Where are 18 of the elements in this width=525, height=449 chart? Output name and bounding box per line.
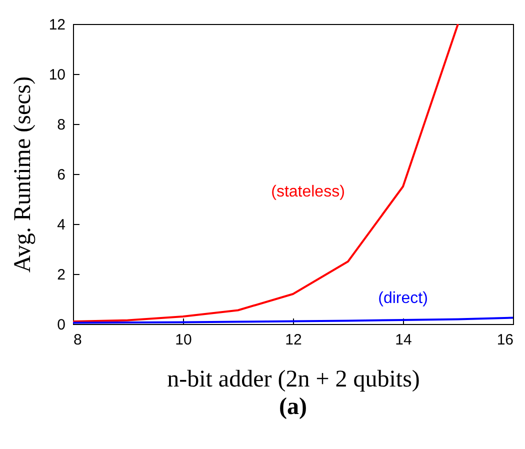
x-tick-label: 16 (496, 332, 514, 348)
x-tick-label: 10 (175, 332, 192, 348)
y-tick-label: 12 (48, 16, 66, 34)
y-axis-title: Avg. Runtime (secs) (10, 76, 36, 273)
y-tick-label: 2 (57, 266, 66, 284)
y-tick-label: 4 (57, 216, 66, 234)
y-tick-label: 10 (48, 66, 66, 84)
y-tick-label: 6 (57, 166, 66, 184)
y-tick-label: 0 (57, 316, 66, 334)
y-tick-label: 8 (57, 116, 66, 134)
x-tick-label: 8 (74, 332, 82, 348)
x-tick-label: 12 (285, 332, 302, 348)
series-label: (direct) (378, 290, 428, 307)
x-tick-label: 14 (395, 332, 412, 348)
text: (stateless) (271, 184, 345, 200)
x-axis-title: n-bit adder (2n + 2 qubits) (167, 366, 420, 392)
line-series (73, 24, 459, 322)
text: (a) (279, 394, 307, 420)
